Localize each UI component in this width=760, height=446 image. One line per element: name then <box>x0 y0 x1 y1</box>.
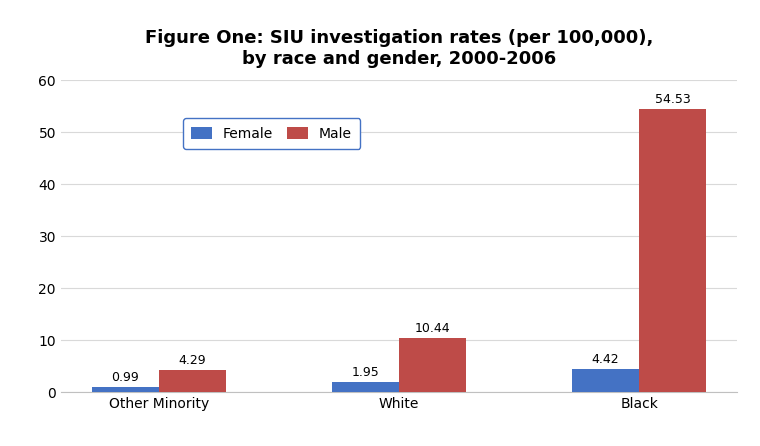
Text: 0.99: 0.99 <box>111 371 139 384</box>
Title: Figure One: SIU investigation rates (per 100,000),
by race and gender, 2000-2006: Figure One: SIU investigation rates (per… <box>145 29 653 68</box>
Text: 10.44: 10.44 <box>415 322 451 335</box>
Bar <box>91 387 159 392</box>
Legend: Female, Male: Female, Male <box>182 119 360 149</box>
Bar <box>159 370 226 392</box>
Text: 54.53: 54.53 <box>655 93 691 106</box>
Bar <box>332 382 399 392</box>
Bar <box>399 338 466 392</box>
Bar <box>639 109 707 392</box>
Text: 1.95: 1.95 <box>351 366 379 379</box>
Text: 4.42: 4.42 <box>592 353 619 366</box>
Text: 4.29: 4.29 <box>179 354 206 367</box>
Bar <box>572 369 639 392</box>
